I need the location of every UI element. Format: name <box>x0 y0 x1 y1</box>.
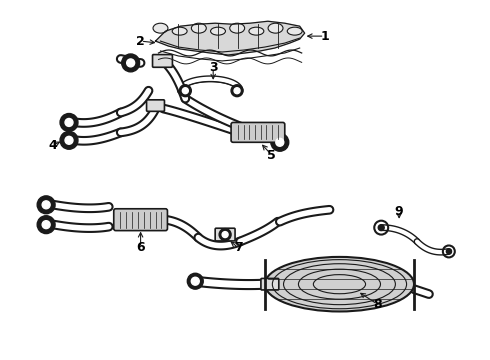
Circle shape <box>179 85 191 96</box>
Circle shape <box>42 201 50 209</box>
Ellipse shape <box>172 27 187 35</box>
Circle shape <box>191 277 199 285</box>
FancyBboxPatch shape <box>147 100 165 111</box>
Ellipse shape <box>265 257 414 311</box>
FancyBboxPatch shape <box>152 55 172 67</box>
Ellipse shape <box>192 23 206 33</box>
Circle shape <box>127 59 135 67</box>
Circle shape <box>60 131 78 149</box>
Ellipse shape <box>211 27 225 35</box>
FancyBboxPatch shape <box>261 278 279 290</box>
Text: 9: 9 <box>395 205 403 218</box>
FancyBboxPatch shape <box>114 209 168 231</box>
Circle shape <box>222 231 228 238</box>
Circle shape <box>37 196 55 214</box>
Circle shape <box>122 54 140 72</box>
Ellipse shape <box>153 23 168 33</box>
Text: 7: 7 <box>234 241 243 254</box>
Circle shape <box>446 249 451 254</box>
Circle shape <box>65 118 73 126</box>
Text: 4: 4 <box>49 139 57 152</box>
Polygon shape <box>155 21 305 55</box>
Circle shape <box>231 85 243 96</box>
Circle shape <box>37 216 55 234</box>
Circle shape <box>187 273 203 289</box>
Ellipse shape <box>268 23 283 33</box>
Text: 8: 8 <box>373 297 382 311</box>
Circle shape <box>234 88 240 94</box>
Circle shape <box>219 229 231 240</box>
Ellipse shape <box>287 27 302 35</box>
FancyBboxPatch shape <box>231 122 285 142</box>
Circle shape <box>42 221 50 229</box>
FancyBboxPatch shape <box>215 228 235 241</box>
Ellipse shape <box>230 23 245 33</box>
Circle shape <box>182 88 188 94</box>
Circle shape <box>378 225 384 231</box>
Circle shape <box>271 133 289 151</box>
Text: 6: 6 <box>136 241 145 254</box>
Text: 5: 5 <box>268 149 276 162</box>
Text: 3: 3 <box>209 61 218 75</box>
Circle shape <box>65 136 73 144</box>
Text: 2: 2 <box>136 35 145 48</box>
Circle shape <box>276 138 284 146</box>
Circle shape <box>60 113 78 131</box>
Ellipse shape <box>249 27 264 35</box>
Text: 1: 1 <box>320 30 329 42</box>
